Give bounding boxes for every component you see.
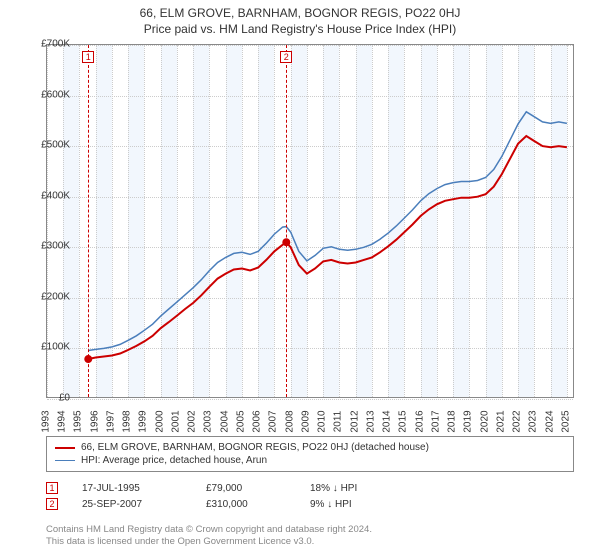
x-axis-label: 1993 bbox=[41, 410, 52, 432]
x-axis-label: 2000 bbox=[154, 410, 165, 432]
sale-marker-box: 2 bbox=[280, 51, 292, 63]
y-axis-label: £300K bbox=[41, 241, 70, 252]
sales-row: 2 25-SEP-2007 £310,000 9% ↓ HPI bbox=[46, 496, 574, 512]
x-axis-label: 2016 bbox=[414, 410, 425, 432]
y-axis-label: £700K bbox=[41, 39, 70, 50]
series-hpi bbox=[88, 112, 567, 351]
chart-title: 66, ELM GROVE, BARNHAM, BOGNOR REGIS, PO… bbox=[0, 0, 600, 20]
sale-marker-box: 1 bbox=[82, 51, 94, 63]
y-axis-label: £200K bbox=[41, 291, 70, 302]
x-axis-label: 2011 bbox=[333, 411, 344, 433]
footnote: Contains HM Land Registry data © Crown c… bbox=[46, 524, 574, 549]
x-axis-label: 2017 bbox=[430, 410, 441, 432]
sales-row: 1 17-JUL-1995 £79,000 18% ↓ HPI bbox=[46, 480, 574, 496]
sales-diff: 18% ↓ HPI bbox=[310, 483, 390, 494]
sales-marker: 1 bbox=[46, 482, 58, 494]
chart-plot-area: 12 bbox=[46, 44, 574, 398]
legend-swatch bbox=[55, 447, 75, 449]
y-axis-label: £100K bbox=[41, 342, 70, 353]
x-axis-label: 2014 bbox=[382, 410, 393, 432]
x-axis-label: 1995 bbox=[73, 410, 84, 432]
x-axis-label: 2020 bbox=[479, 410, 490, 432]
legend-label: 66, ELM GROVE, BARNHAM, BOGNOR REGIS, PO… bbox=[81, 442, 429, 453]
x-axis-label: 2010 bbox=[317, 410, 328, 432]
x-axis-label: 2012 bbox=[349, 410, 360, 432]
legend-swatch bbox=[55, 460, 75, 461]
y-axis-label: £600K bbox=[41, 89, 70, 100]
chart-svg bbox=[47, 45, 573, 397]
x-axis-label: 1998 bbox=[122, 410, 133, 432]
sale-marker-line bbox=[286, 45, 287, 397]
x-axis-label: 2018 bbox=[447, 410, 458, 432]
legend-row: 66, ELM GROVE, BARNHAM, BOGNOR REGIS, PO… bbox=[55, 441, 565, 454]
x-axis-label: 2019 bbox=[463, 410, 474, 432]
x-axis-label: 2022 bbox=[512, 410, 523, 432]
chart-subtitle: Price paid vs. HM Land Registry's House … bbox=[0, 20, 600, 40]
sales-date: 17-JUL-1995 bbox=[82, 483, 182, 494]
x-axis-label: 2021 bbox=[495, 410, 506, 432]
grid-line-h bbox=[47, 399, 573, 400]
x-axis-label: 2004 bbox=[219, 410, 230, 432]
y-axis-label: £400K bbox=[41, 190, 70, 201]
footnote-line1: Contains HM Land Registry data © Crown c… bbox=[46, 524, 574, 536]
sales-price: £79,000 bbox=[206, 483, 286, 494]
y-axis-label: £0 bbox=[59, 393, 70, 404]
x-axis-label: 2013 bbox=[365, 410, 376, 432]
x-axis-label: 2009 bbox=[300, 410, 311, 432]
sale-marker-line bbox=[88, 45, 89, 397]
x-axis-label: 2024 bbox=[544, 410, 555, 432]
sales-price: £310,000 bbox=[206, 499, 286, 510]
chart-container: 66, ELM GROVE, BARNHAM, BOGNOR REGIS, PO… bbox=[0, 0, 600, 560]
footnote-line2: This data is licensed under the Open Gov… bbox=[46, 536, 574, 548]
x-axis-label: 1994 bbox=[57, 410, 68, 432]
x-axis-label: 2015 bbox=[398, 410, 409, 432]
x-axis-label: 2025 bbox=[560, 410, 571, 432]
legend: 66, ELM GROVE, BARNHAM, BOGNOR REGIS, PO… bbox=[46, 436, 574, 472]
x-axis-label: 2007 bbox=[268, 410, 279, 432]
sales-diff: 9% ↓ HPI bbox=[310, 499, 390, 510]
legend-row: HPI: Average price, detached house, Arun bbox=[55, 454, 565, 467]
x-axis-label: 2002 bbox=[187, 410, 198, 432]
sales-table: 1 17-JUL-1995 £79,000 18% ↓ HPI 2 25-SEP-2007… bbox=[46, 480, 574, 512]
legend-label: HPI: Average price, detached house, Arun bbox=[81, 455, 267, 466]
x-axis-label: 1997 bbox=[105, 410, 116, 432]
x-axis-label: 2001 bbox=[170, 410, 181, 432]
x-axis-label: 2023 bbox=[528, 410, 539, 432]
x-axis-label: 2008 bbox=[284, 410, 295, 432]
x-axis-label: 2003 bbox=[203, 410, 214, 432]
x-axis-label: 1999 bbox=[138, 410, 149, 432]
y-axis-label: £500K bbox=[41, 140, 70, 151]
x-axis-label: 1996 bbox=[89, 410, 100, 432]
sales-marker: 2 bbox=[46, 498, 58, 510]
x-axis-label: 2005 bbox=[235, 410, 246, 432]
x-axis-label: 2006 bbox=[252, 410, 263, 432]
sales-date: 25-SEP-2007 bbox=[82, 499, 182, 510]
